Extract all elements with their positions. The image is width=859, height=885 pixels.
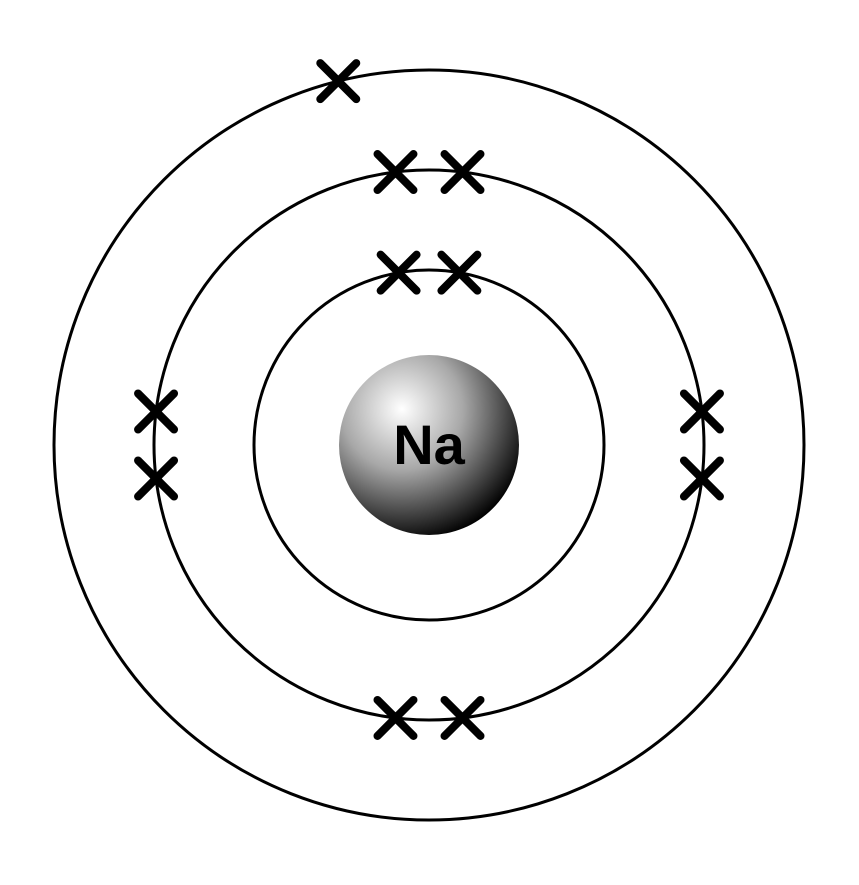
electron-cross-icon — [441, 255, 477, 291]
electron-cross-icon — [320, 63, 356, 99]
bohr-model-diagram: Na — [0, 0, 859, 885]
nucleus-label: Na — [393, 413, 465, 476]
electron-cross-icon — [381, 255, 417, 291]
